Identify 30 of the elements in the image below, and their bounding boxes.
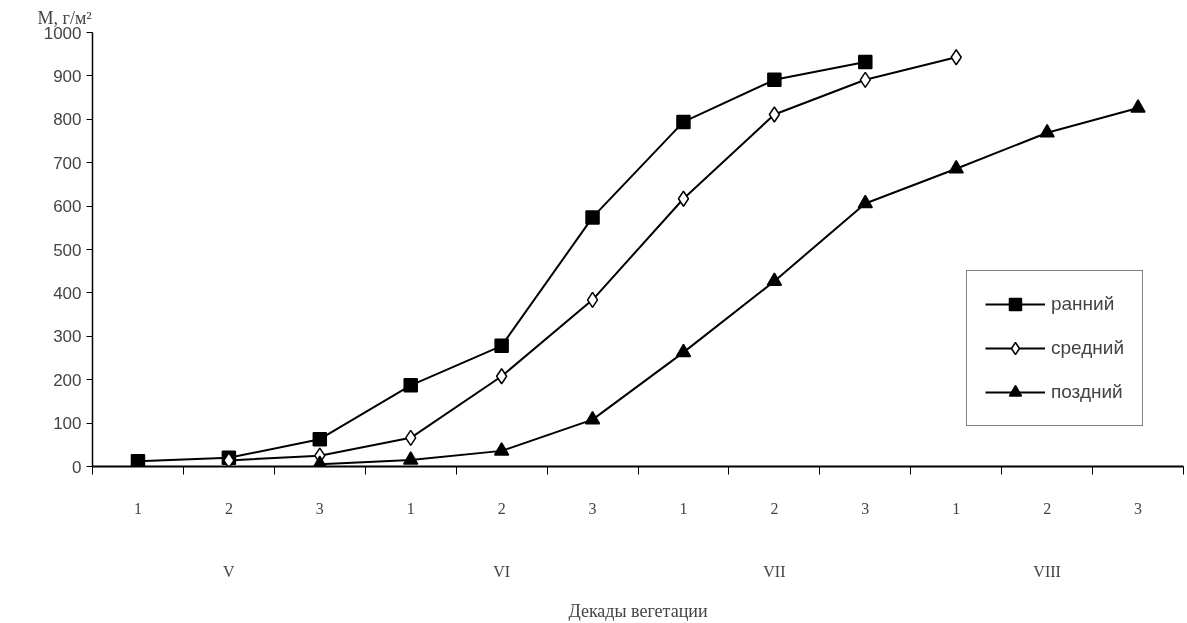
y-tick-label: 600 — [53, 197, 82, 217]
x-tick-label: 1 — [133, 499, 142, 517]
text: V — [223, 562, 236, 580]
x-tick-label: 1 — [952, 499, 961, 517]
x-tick-label: 3 — [588, 499, 597, 517]
y-tick-label: 800 — [53, 110, 82, 130]
x-tick-label: 2 — [770, 499, 779, 517]
legend-label: поздний — [1050, 381, 1123, 403]
y-tick-label: 300 — [53, 327, 82, 347]
text: VIII — [1033, 562, 1061, 580]
x-tick-label: 3 — [315, 499, 324, 517]
x-tick-label: 2 — [224, 499, 233, 517]
x-tick-label: 2 — [1043, 499, 1052, 517]
x-tick-label: 3 — [1134, 499, 1143, 517]
y-tick-label: 100 — [53, 414, 82, 434]
y-tick-label: 500 — [53, 240, 82, 260]
x-tick-label: 1 — [406, 499, 415, 517]
text: VI — [493, 562, 511, 580]
y-tick-label: 900 — [53, 66, 82, 86]
y-tick-label: 0 — [72, 457, 82, 477]
x-tick-label: 3 — [861, 499, 870, 517]
y-tick-label: 400 — [53, 283, 82, 303]
x-axis-title: Декады вегетации — [568, 600, 708, 621]
y-tick-label: 700 — [53, 153, 82, 173]
legend-label: ранний — [1050, 293, 1115, 315]
x-tick-label: 2 — [497, 499, 506, 517]
legend-label: средний — [1050, 337, 1124, 359]
y-tick-label: 200 — [53, 370, 82, 390]
x-tick-label: 1 — [679, 499, 688, 517]
text: VII — [763, 562, 786, 580]
